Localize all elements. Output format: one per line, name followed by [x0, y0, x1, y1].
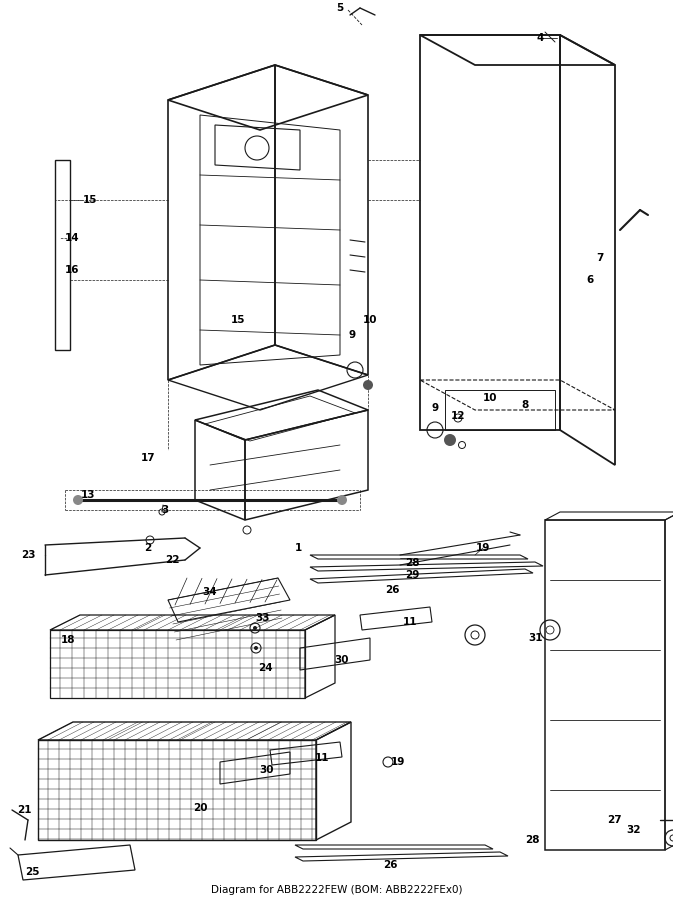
Text: 27: 27	[606, 815, 621, 825]
Text: 12: 12	[451, 411, 465, 421]
Text: 28: 28	[525, 835, 539, 845]
Text: 8: 8	[522, 400, 528, 410]
Circle shape	[337, 495, 347, 505]
Text: 17: 17	[141, 453, 155, 463]
Text: 11: 11	[402, 617, 417, 627]
Text: 5: 5	[336, 3, 344, 13]
Text: 19: 19	[391, 757, 405, 767]
Text: 33: 33	[256, 613, 271, 623]
Text: 21: 21	[17, 805, 31, 815]
Text: 16: 16	[65, 265, 79, 275]
Circle shape	[253, 626, 257, 630]
Text: 34: 34	[203, 587, 217, 597]
Text: 10: 10	[483, 393, 497, 403]
Text: 28: 28	[404, 558, 419, 568]
Text: Diagram for ABB2222FEW (BOM: ABB2222FEx0): Diagram for ABB2222FEW (BOM: ABB2222FEx0…	[211, 885, 462, 895]
Text: 11: 11	[315, 753, 329, 763]
Text: 15: 15	[231, 315, 245, 325]
Circle shape	[363, 380, 373, 390]
Text: 30: 30	[260, 765, 275, 775]
Text: 23: 23	[21, 550, 35, 560]
Text: 32: 32	[627, 825, 641, 835]
Text: 7: 7	[596, 253, 604, 263]
Text: 18: 18	[61, 635, 75, 645]
Text: 14: 14	[65, 233, 79, 243]
Text: 31: 31	[529, 633, 543, 643]
Text: 2: 2	[145, 543, 151, 553]
Text: 25: 25	[25, 867, 39, 877]
Text: 20: 20	[192, 803, 207, 813]
Circle shape	[254, 646, 258, 650]
Text: 26: 26	[385, 585, 399, 595]
Text: 30: 30	[334, 655, 349, 665]
Text: 13: 13	[81, 490, 96, 500]
Text: 29: 29	[405, 570, 419, 580]
Text: 24: 24	[258, 663, 273, 673]
Text: 9: 9	[349, 330, 355, 340]
Text: 4: 4	[536, 33, 544, 43]
Text: 19: 19	[476, 543, 490, 553]
Circle shape	[73, 495, 83, 505]
Text: 10: 10	[363, 315, 378, 325]
Text: 22: 22	[165, 555, 179, 565]
Text: 6: 6	[586, 275, 594, 285]
Text: 26: 26	[383, 860, 397, 870]
Text: 3: 3	[162, 505, 169, 515]
Text: 9: 9	[431, 403, 439, 413]
Text: 15: 15	[83, 195, 98, 205]
Text: 1: 1	[294, 543, 302, 553]
Circle shape	[444, 434, 456, 446]
